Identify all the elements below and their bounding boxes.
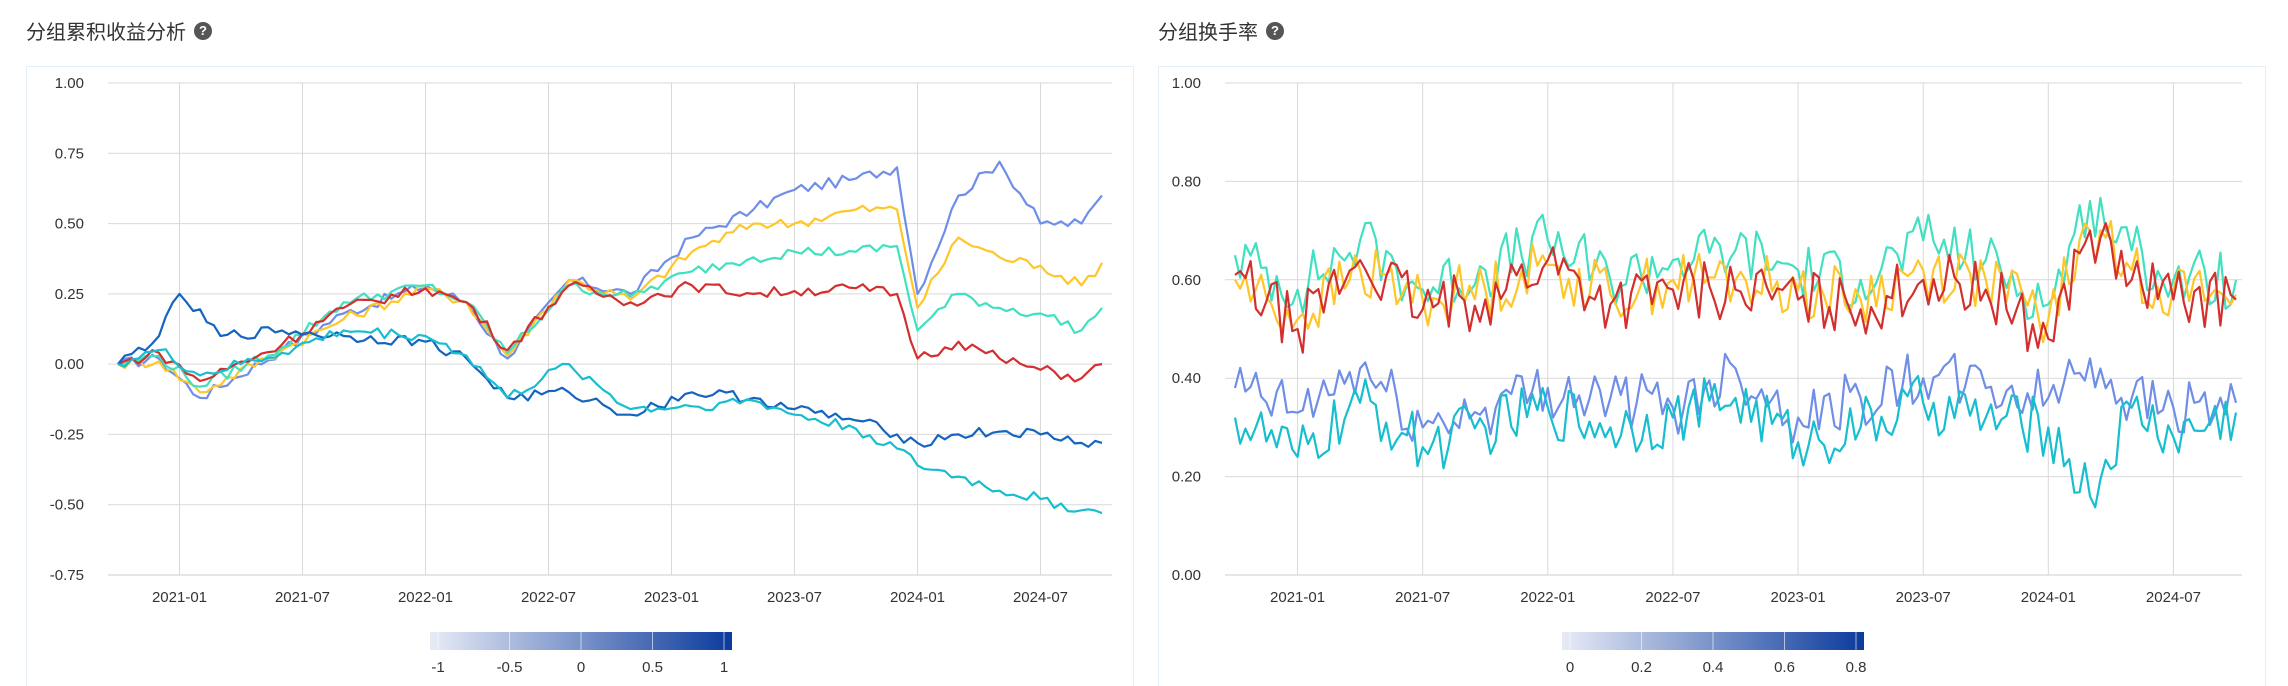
x-tick-label: 2023-07 (1896, 589, 1951, 606)
colorbar-tick-label: 0 (1566, 659, 1574, 676)
y-tick-label: 0.75 (55, 145, 84, 162)
x-tick-label: 2024-01 (2021, 589, 2076, 606)
colorbar-tick-label: 0.4 (1703, 659, 1724, 676)
x-tick-label: 2021-01 (152, 589, 207, 606)
series-line (117, 327, 1103, 515)
x-tick-label: 2023-01 (644, 589, 699, 606)
x-tick-label: 2024-07 (1013, 589, 1068, 606)
y-tick-label: 0.00 (55, 356, 84, 373)
series-line (1234, 222, 2237, 354)
x-tick-label: 2022-01 (1520, 589, 1575, 606)
y-tick-label: 0.00 (1172, 567, 1201, 584)
left-title-text: 分组累积收益分析 (26, 22, 186, 44)
y-tick-label: 0.60 (1172, 272, 1201, 289)
series-line (1233, 196, 2238, 321)
colorbar-tick-label: 0.2 (1631, 659, 1652, 676)
x-tick-label: 2024-07 (2146, 589, 2201, 606)
x-tick-label: 2023-01 (1771, 589, 1826, 606)
left-panel-title: 分组累积收益分析 ? (26, 16, 212, 45)
colorbar-tick-label: -1 (431, 659, 444, 676)
help-icon[interactable]: ? (194, 21, 212, 40)
x-tick-label: 2021-07 (275, 589, 330, 606)
colorbar-tick-label: 1 (720, 659, 728, 676)
x-tick-label: 2023-07 (767, 589, 822, 606)
colorbar-tick-label: 0.6 (1774, 659, 1795, 676)
y-tick-label: 0.25 (55, 286, 84, 303)
y-tick-label: -0.50 (50, 497, 84, 514)
x-tick-label: 2022-01 (398, 589, 453, 606)
colorbar-tick-label: 0.8 (1846, 659, 1867, 676)
x-tick-label: 2022-07 (521, 589, 576, 606)
x-tick-label: 2021-07 (1395, 589, 1450, 606)
y-tick-label: 1.00 (1172, 75, 1201, 92)
x-tick-label: 2021-01 (1270, 589, 1325, 606)
x-tick-label: 2024-01 (890, 589, 945, 606)
y-tick-label: 0.20 (1172, 469, 1201, 486)
series-line (117, 244, 1103, 388)
series-line (117, 292, 1103, 448)
series-line (1234, 219, 2237, 344)
y-tick-label: 0.40 (1172, 370, 1201, 387)
series-line (1233, 375, 2238, 509)
y-tick-label: 1.00 (55, 75, 84, 92)
series-line (117, 281, 1103, 383)
y-tick-label: -0.75 (50, 567, 84, 584)
right-title-text: 分组换手率 (1158, 22, 1258, 44)
x-tick-label: 2022-07 (1645, 589, 1700, 606)
series-line (117, 160, 1103, 400)
help-icon[interactable]: ? (1266, 21, 1284, 40)
colorbar-tick-label: -0.5 (497, 659, 523, 676)
series-line (117, 204, 1103, 394)
colorbar-tick-label: 0 (577, 659, 585, 676)
colorbar-tick-label: 0.5 (642, 659, 663, 676)
y-tick-label: 0.50 (55, 216, 84, 233)
y-tick-label: 0.80 (1172, 173, 1201, 190)
series-line (1233, 352, 2238, 444)
right-panel-title: 分组换手率 ? (1158, 16, 1284, 45)
y-tick-label: -0.25 (50, 426, 84, 443)
